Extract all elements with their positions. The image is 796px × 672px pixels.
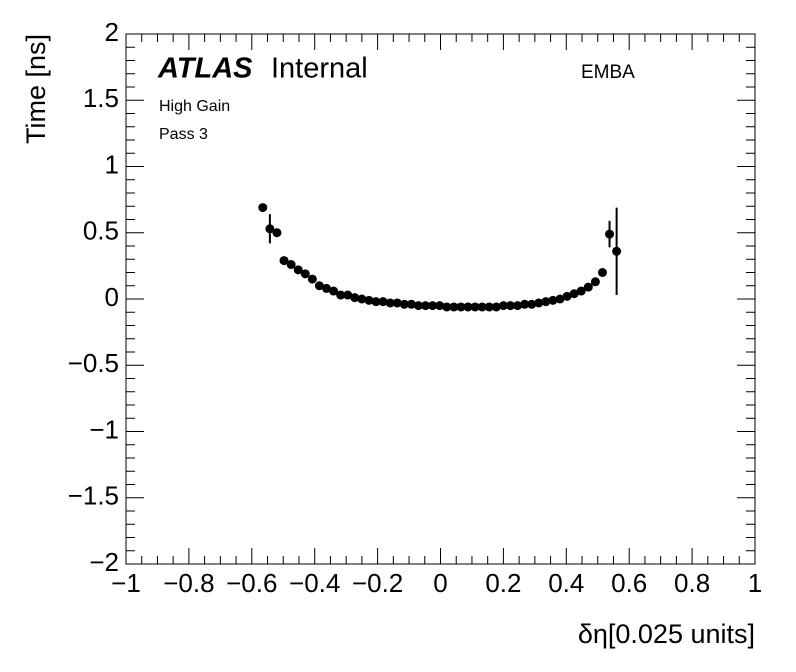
- data-point: [491, 302, 501, 312]
- data-point: [605, 229, 615, 239]
- data-point: [569, 289, 579, 299]
- x-axis-title: δη[0.025 units]: [578, 619, 755, 649]
- data-point: [562, 291, 572, 301]
- data-point: [265, 224, 275, 234]
- x-tick-label: −0.4: [289, 568, 340, 598]
- data-point: [527, 299, 537, 309]
- data-point: [435, 301, 445, 311]
- data-point: [314, 281, 324, 291]
- data-point: [513, 301, 523, 311]
- data-point: [428, 301, 438, 311]
- data-point: [371, 297, 381, 307]
- data-point: [392, 298, 402, 308]
- data-point: [293, 265, 303, 275]
- data-point: [463, 302, 473, 312]
- data-point: [321, 283, 331, 293]
- x-tick-label: 0.6: [611, 568, 647, 598]
- x-tick-label: −0.6: [226, 568, 277, 598]
- data-point: [484, 302, 494, 312]
- x-tick-label: −1: [111, 568, 141, 598]
- x-tick-label: −0.2: [352, 568, 403, 598]
- y-tick-label: 0.5: [83, 216, 119, 246]
- y-tick-label: −1.5: [68, 481, 119, 511]
- data-point: [442, 302, 452, 312]
- note: Pass 3: [159, 126, 208, 143]
- data-point: [406, 299, 416, 309]
- data-point: [421, 301, 431, 311]
- data-point: [456, 302, 466, 312]
- y-tick-label: 2: [105, 17, 119, 47]
- data-point: [477, 302, 487, 312]
- data-point: [534, 298, 544, 308]
- data-point: [597, 268, 607, 277]
- x-tick-label: 0: [433, 568, 447, 598]
- x-tick-label: 0.2: [485, 568, 521, 598]
- data-point: [583, 282, 593, 292]
- data-point: [498, 301, 508, 311]
- x-tick-label: −0.8: [163, 568, 214, 598]
- region-label: EMBA: [581, 62, 635, 83]
- data-point: [350, 293, 360, 303]
- data-point: [449, 302, 459, 312]
- data-point: [555, 294, 565, 304]
- status-label: Internal: [271, 53, 368, 85]
- data-point: [541, 297, 551, 307]
- data-point: [300, 269, 310, 279]
- data-point: [576, 286, 586, 296]
- data-point: [385, 298, 395, 308]
- y-tick-label: −0.5: [68, 348, 119, 378]
- data-point: [279, 256, 289, 266]
- y-tick-label: 1: [105, 149, 119, 179]
- x-tick-label: 0.4: [548, 568, 584, 598]
- data-point: [272, 228, 282, 238]
- data-point: [329, 286, 339, 296]
- data-point: [378, 297, 388, 307]
- y-tick-label: −2: [89, 547, 119, 577]
- data-point: [413, 301, 423, 311]
- data-point: [548, 295, 558, 305]
- data-point: [258, 203, 268, 213]
- data-point: [505, 301, 515, 311]
- x-tick-label: 0.8: [674, 568, 710, 598]
- data-point: [286, 260, 296, 270]
- y-tick-label: 1.5: [83, 83, 119, 113]
- data-point: [364, 295, 374, 305]
- data-point: [520, 299, 530, 309]
- data-point: [307, 274, 317, 284]
- experiment-label: ATLAS: [157, 53, 253, 85]
- data-point: [343, 290, 353, 300]
- data-point: [399, 299, 409, 309]
- y-tick-label: 0: [105, 282, 119, 312]
- data-point: [357, 294, 367, 304]
- data-point: [612, 246, 622, 256]
- data-point: [336, 290, 346, 300]
- y-tick-label: −1: [89, 414, 119, 444]
- data-point: [590, 277, 600, 287]
- y-axis-title: Time [ns]: [21, 34, 51, 144]
- x-tick-label: 1: [748, 568, 762, 598]
- note: High Gain: [159, 98, 230, 115]
- data-point: [470, 302, 480, 312]
